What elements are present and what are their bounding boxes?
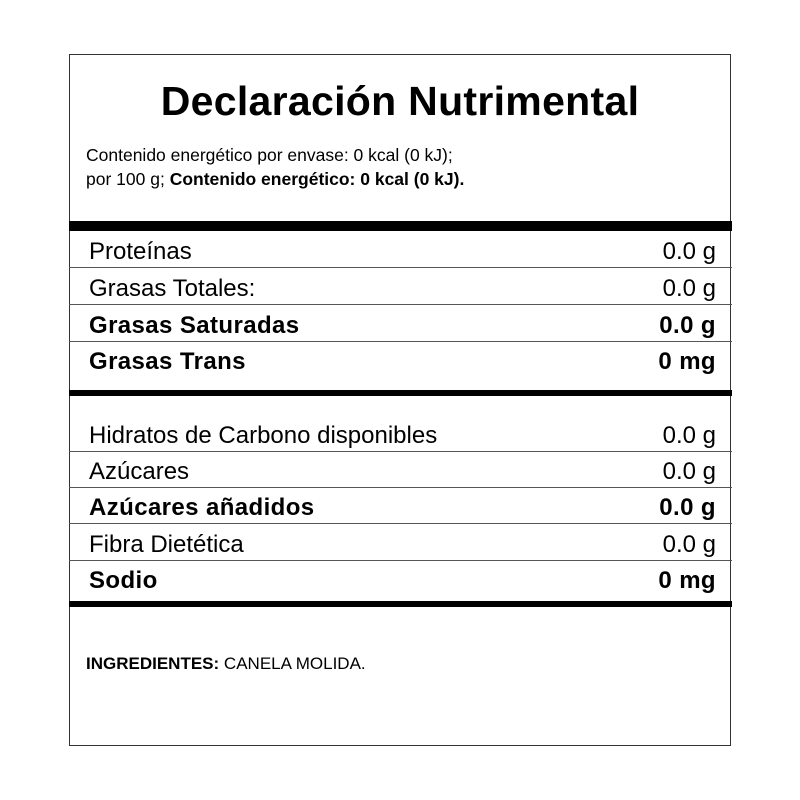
nutrition-label-frame bbox=[69, 54, 731, 746]
energy-per-package: Contenido energético por envase: 0 kcal … bbox=[86, 145, 453, 165]
nutrient-row-sodio: Sodio 0 mg bbox=[89, 567, 716, 594]
thick-divider bbox=[69, 390, 732, 396]
label-title: Declaración Nutrimental bbox=[160, 78, 640, 124]
nutrient-row-proteinas: Proteínas 0.0 g bbox=[69, 232, 732, 268]
nutrient-row-grasas-saturadas: Grasas Saturadas 0.0 g bbox=[69, 306, 732, 342]
nutrient-row-fibra: Fibra Dietética 0.0 g bbox=[69, 525, 732, 561]
nutrient-row-azucares: Azúcares 0.0 g bbox=[69, 452, 732, 488]
energy-content: Contenido energético por envase: 0 kcal … bbox=[86, 143, 464, 191]
thick-divider bbox=[69, 601, 732, 607]
nutrient-row-grasas-trans: Grasas Trans 0 mg bbox=[89, 348, 716, 375]
nutrient-row-azucares-anadidos: Azúcares añadidos 0.0 g bbox=[69, 488, 732, 524]
energy-per-100g: por 100 g; Contenido energético: 0 kcal … bbox=[86, 169, 465, 189]
nutrient-row-hidratos: Hidratos de Carbono disponibles 0.0 g bbox=[69, 416, 732, 452]
ingredients: INGREDIENTES: CANELA MOLIDA. bbox=[86, 654, 366, 673]
nutrient-row-grasas-totales: Grasas Totales: 0.0 g bbox=[69, 269, 732, 305]
thick-divider bbox=[69, 221, 732, 231]
